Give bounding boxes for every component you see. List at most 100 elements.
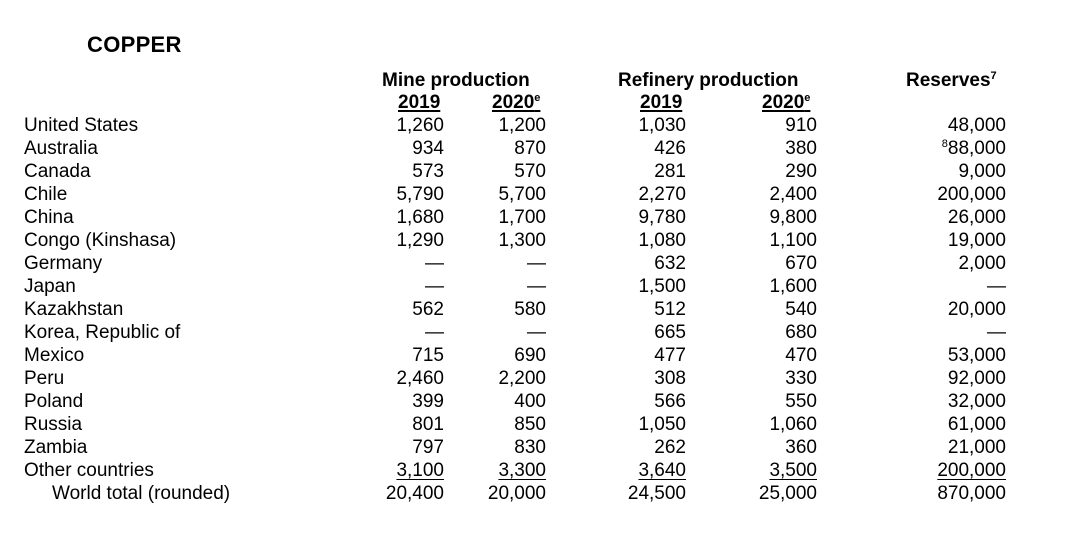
cell: 562 <box>412 299 444 320</box>
cell: 1,500 <box>638 276 686 297</box>
page-title: COPPER <box>87 32 182 57</box>
cell: 3,100 <box>396 460 444 481</box>
country-name: Poland <box>24 391 84 412</box>
cell: 797 <box>412 437 444 458</box>
total-cell: 24,500 <box>627 483 686 504</box>
cell: 1,080 <box>638 230 686 251</box>
cell: 850 <box>514 414 546 435</box>
cell: 61,000 <box>947 414 1006 435</box>
total-cell: 20,000 <box>487 483 546 504</box>
header-mine-2020: 2020e <box>492 92 540 114</box>
cell: 580 <box>514 299 546 320</box>
total-cell: 25,000 <box>758 483 817 504</box>
cell: 32,000 <box>947 391 1006 412</box>
cell: 870 <box>514 138 546 159</box>
cell: 830 <box>514 437 546 458</box>
total-cell: 20,400 <box>385 483 444 504</box>
country-name: United States <box>24 115 139 136</box>
cell: 290 <box>785 161 817 182</box>
cell: — <box>527 322 546 343</box>
cell: 3,500 <box>769 460 817 481</box>
cell: 632 <box>654 253 686 274</box>
country-name: Peru <box>24 368 65 389</box>
cell: 380 <box>785 138 817 159</box>
cell: 1,100 <box>769 230 817 251</box>
country-name: Zambia <box>24 437 88 458</box>
cell: — <box>527 253 546 274</box>
cell: 1,600 <box>769 276 817 297</box>
reserves-footnote: 7 <box>990 70 997 82</box>
header-refinery-2019: 2019 <box>640 92 682 114</box>
cell: 48,000 <box>947 115 1006 136</box>
cell: 3,640 <box>638 460 686 481</box>
cell: 2,400 <box>769 184 817 205</box>
cell: 690 <box>514 345 546 366</box>
cell: 9,780 <box>638 207 686 228</box>
cell: 1,260 <box>396 115 444 136</box>
cell: 5,790 <box>396 184 444 205</box>
country-name: Kazakhstan <box>24 299 124 320</box>
reserves-label: Reserves <box>906 70 991 91</box>
cell: 200,000 <box>937 184 1006 205</box>
cell: 92,000 <box>947 368 1006 389</box>
cell: 3,300 <box>498 460 546 481</box>
cell: 801 <box>412 414 444 435</box>
header-reserves: Reserves7 <box>906 70 997 92</box>
header-refinery-2020: 2020e <box>762 92 810 114</box>
mine-2019-column: 1,260 934 573 5,790 1,680 1,290 — — 562 … <box>386 114 444 505</box>
total-cell: 870,000 <box>937 483 1006 504</box>
cell: — <box>425 276 444 297</box>
cell: — <box>425 253 444 274</box>
header-refinery-production: Refinery production <box>618 70 799 91</box>
country-name: Canada <box>24 161 91 182</box>
year-label: 2019 <box>398 92 441 113</box>
cell: 1,200 <box>498 115 546 136</box>
cell: 1,700 <box>498 207 546 228</box>
cell: 53,000 <box>947 345 1006 366</box>
cell: 1,290 <box>396 230 444 251</box>
year-label: 2020e <box>492 92 541 113</box>
cell: 400 <box>514 391 546 412</box>
country-name: Other countries <box>24 460 154 481</box>
cell: 19,000 <box>947 230 1006 251</box>
cell: 281 <box>654 161 686 182</box>
cell: 330 <box>785 368 817 389</box>
country-name: Russia <box>24 414 83 435</box>
header-mine-production: Mine production <box>382 70 530 91</box>
cell: — <box>527 276 546 297</box>
cell: 2,000 <box>958 253 1006 274</box>
country-name: Germany <box>24 253 103 274</box>
country-name: Congo (Kinshasa) <box>24 230 177 251</box>
cell: 540 <box>785 299 817 320</box>
cell: 566 <box>654 391 686 412</box>
cell: 477 <box>654 345 686 366</box>
cell: 2,270 <box>638 184 686 205</box>
refinery-2020-column: 910 380 290 2,400 9,800 1,100 670 1,600 … <box>759 114 817 505</box>
cell: 9,800 <box>769 207 817 228</box>
cell: 200,000 <box>937 460 1006 481</box>
mine-2020-column: 1,200 870 570 5,700 1,700 1,300 — — 580 … <box>488 114 546 505</box>
cell: 910 <box>785 115 817 136</box>
reserves-column: 48,000 888,000 9,000 200,000 26,000 19,0… <box>937 114 1006 505</box>
cell: 665 <box>654 322 686 343</box>
cell: 1,300 <box>498 230 546 251</box>
cell: 21,000 <box>947 437 1006 458</box>
cell: 1,680 <box>396 207 444 228</box>
cell: 888,000 <box>941 138 1006 159</box>
cell: 1,050 <box>638 414 686 435</box>
cell: 426 <box>654 138 686 159</box>
cell: 9,000 <box>958 161 1006 182</box>
country-name: China <box>24 207 74 228</box>
cell: 550 <box>785 391 817 412</box>
country-name: Japan <box>24 276 76 297</box>
country-column: United States Australia Canada Chile Chi… <box>24 114 230 505</box>
cell: 680 <box>785 322 817 343</box>
world-total-label: World total (rounded) <box>52 483 231 504</box>
cell: 934 <box>412 138 444 159</box>
cell: 360 <box>785 437 817 458</box>
cell: 2,460 <box>396 368 444 389</box>
cell: 262 <box>654 437 686 458</box>
cell: 715 <box>412 345 444 366</box>
cell: 512 <box>654 299 686 320</box>
reserves-footnote: 8 <box>941 138 948 150</box>
